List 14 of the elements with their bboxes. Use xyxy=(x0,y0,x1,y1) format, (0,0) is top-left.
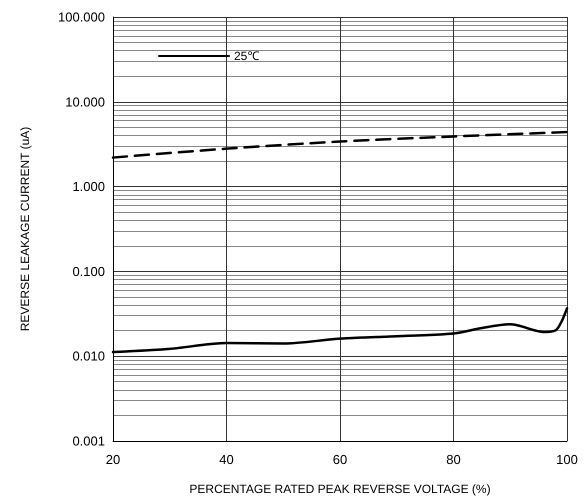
x-tick-label: 100 xyxy=(556,452,578,467)
y-tick-label: 0.010 xyxy=(72,348,105,364)
x-tick-label: 20 xyxy=(106,452,120,467)
y-axis-title: REVERSE LEAKAGE CURRENT (uA) xyxy=(18,126,32,332)
text: 25℃ xyxy=(234,49,260,63)
y-tick-label: 0.001 xyxy=(72,434,105,448)
x-tick-label: 80 xyxy=(446,452,461,467)
y-tick-label: 100.000 xyxy=(58,10,105,24)
y-tick-label: 10.000 xyxy=(65,94,105,110)
x-axis-title: PERCENTAGE RATED PEAK REVERSE VOLTAGE (%) xyxy=(189,482,491,496)
y-tick-label: 0.100 xyxy=(72,264,105,279)
x-tick-label: 40 xyxy=(219,452,234,467)
y-tick-label: 1.000 xyxy=(72,179,105,194)
x-tick-label: 60 xyxy=(332,452,348,467)
